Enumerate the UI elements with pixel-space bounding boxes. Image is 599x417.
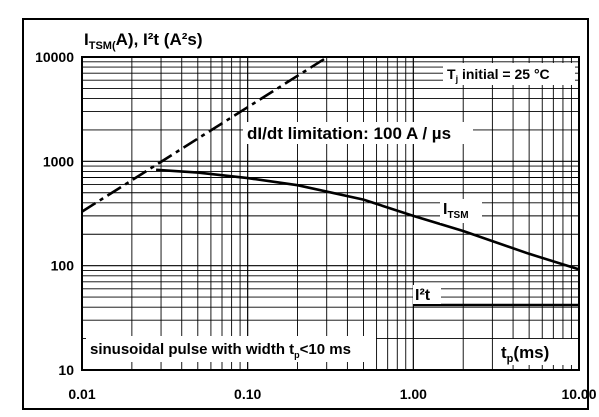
didt-annotation: dI/dt limitation: 100 A / µs	[247, 124, 451, 143]
pulse-annotation-rest: <10 ms	[300, 341, 351, 358]
tj-annotation: Tj initial = 25 °C	[447, 66, 550, 84]
y-tick-label: 10	[58, 362, 74, 378]
itsm-annotation-sub: TSM	[447, 210, 468, 221]
x-tick-label: 1.00	[400, 386, 427, 402]
pulse-annotation: sinusoidal pulse with width tp<10 ms	[90, 341, 351, 360]
x-tick-label: 10.00	[561, 386, 596, 402]
tj-annotation-rest: initial = 25 °C	[458, 66, 550, 82]
y-tick-label: 1000	[43, 153, 74, 169]
x-tick-label: 0.01	[68, 386, 95, 402]
y-axis-title-rest: A), I²t (A²s)	[116, 30, 203, 49]
i2t-annotation: I²t	[415, 287, 431, 304]
pulse-annotation-main: sinusoidal pulse with width t	[90, 341, 294, 358]
y-axis-title-sub: TSM(	[89, 40, 116, 52]
x-axis-title-rest: (ms)	[513, 343, 549, 362]
x-tick-label: 0.10	[234, 386, 261, 402]
y-tick-label: 10000	[35, 49, 74, 65]
y-tick-label: 100	[51, 258, 75, 274]
